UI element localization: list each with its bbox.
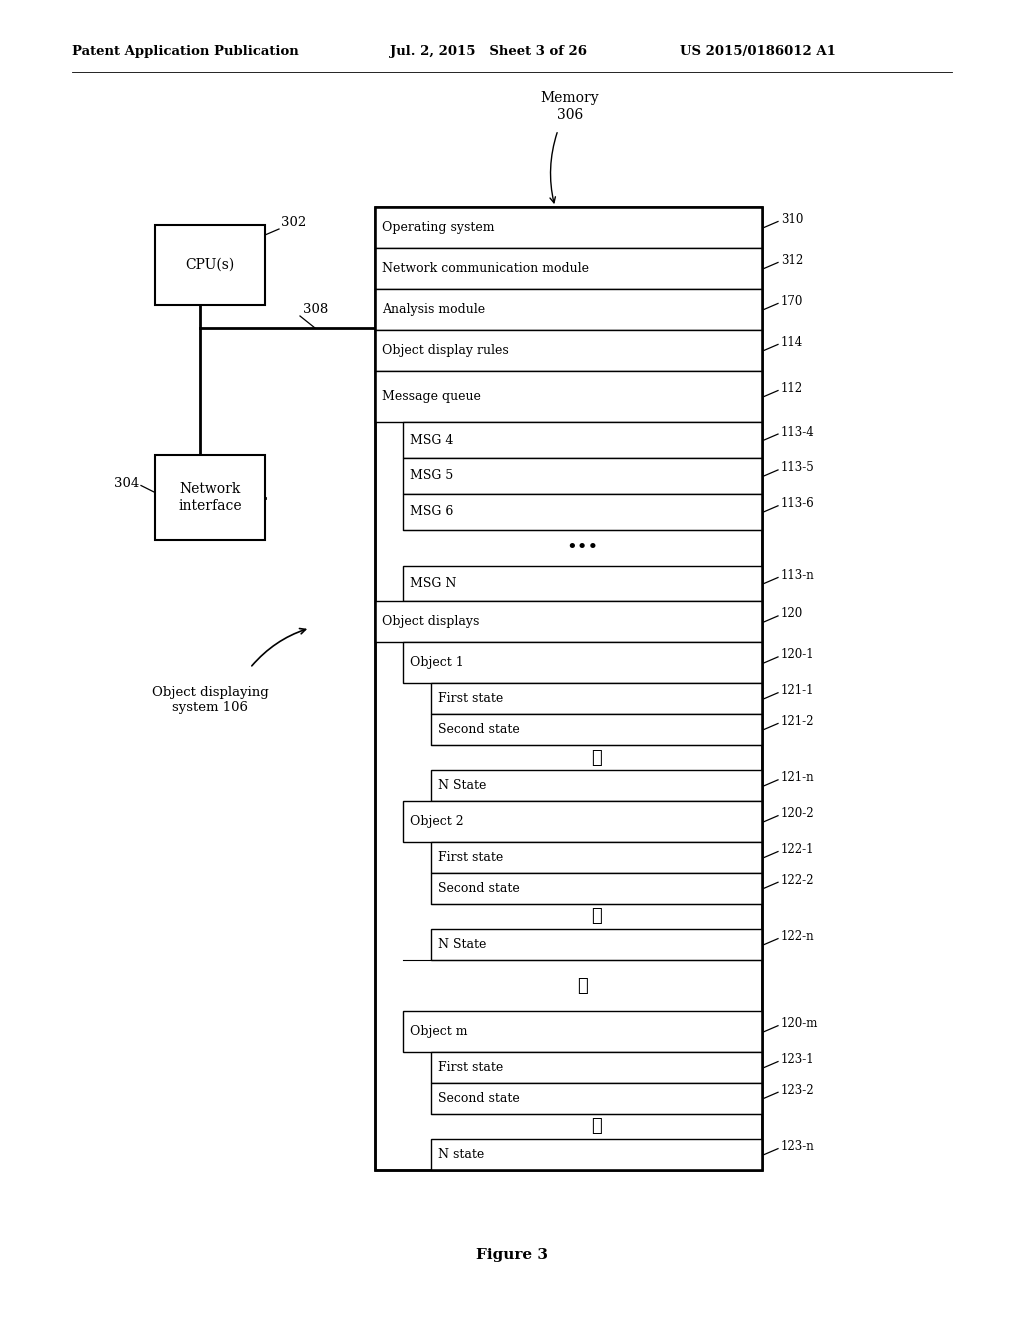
Text: 302: 302 <box>281 216 306 230</box>
Text: 120-m: 120-m <box>781 1018 818 1030</box>
Text: Second state: Second state <box>438 1092 520 1105</box>
Text: Object display rules: Object display rules <box>382 345 509 356</box>
Text: •••: ••• <box>566 539 599 557</box>
Bar <box>375 289 762 330</box>
Text: 308: 308 <box>303 304 329 315</box>
Bar <box>431 684 762 714</box>
Bar <box>375 207 762 1170</box>
Text: 170: 170 <box>781 294 804 308</box>
Text: 121-n: 121-n <box>781 771 815 784</box>
Bar <box>375 207 762 1170</box>
Text: Object m: Object m <box>410 1026 468 1039</box>
Bar <box>403 422 762 458</box>
Text: Object 1: Object 1 <box>410 656 464 669</box>
Text: MSG N: MSG N <box>410 577 457 590</box>
Text: Second state: Second state <box>438 723 520 737</box>
Text: 310: 310 <box>781 213 804 226</box>
Bar <box>431 1139 762 1170</box>
Bar <box>403 565 762 602</box>
Text: Message queue: Message queue <box>382 389 481 403</box>
Bar <box>403 1011 762 1052</box>
Bar <box>155 224 265 305</box>
Text: Network communication module: Network communication module <box>382 261 589 275</box>
Bar <box>431 1052 762 1082</box>
Text: N State: N State <box>438 779 486 792</box>
Text: Memory: Memory <box>541 91 599 106</box>
Bar <box>431 842 762 873</box>
Bar <box>403 458 762 494</box>
Text: N State: N State <box>438 939 486 952</box>
Bar <box>155 455 265 540</box>
Bar <box>375 330 762 371</box>
Text: 312: 312 <box>781 253 803 267</box>
Text: 121-2: 121-2 <box>781 715 814 727</box>
Text: ⋮: ⋮ <box>578 977 588 994</box>
Text: 123-n: 123-n <box>781 1140 815 1154</box>
Text: 113-6: 113-6 <box>781 498 815 511</box>
Bar <box>403 801 762 842</box>
Text: MSG 5: MSG 5 <box>410 470 454 482</box>
Text: 113-5: 113-5 <box>781 462 815 474</box>
Text: Figure 3: Figure 3 <box>476 1247 548 1262</box>
Text: Network
interface: Network interface <box>178 482 242 512</box>
Text: Operating system: Operating system <box>382 220 495 234</box>
Bar <box>403 643 762 684</box>
Text: 120: 120 <box>781 607 803 620</box>
Text: 120-1: 120-1 <box>781 648 815 661</box>
Text: 123-2: 123-2 <box>781 1084 815 1097</box>
Text: 121-1: 121-1 <box>781 684 814 697</box>
Bar <box>375 248 762 289</box>
Text: 306: 306 <box>557 108 583 121</box>
Text: MSG 4: MSG 4 <box>410 433 454 446</box>
Text: ⋮: ⋮ <box>591 907 602 925</box>
Text: Second state: Second state <box>438 882 520 895</box>
Text: 122-1: 122-1 <box>781 843 814 857</box>
Text: 120-2: 120-2 <box>781 808 815 820</box>
Text: 122-2: 122-2 <box>781 874 814 887</box>
Text: N state: N state <box>438 1148 484 1162</box>
Bar <box>375 207 762 248</box>
Bar <box>403 494 762 529</box>
Text: US 2015/0186012 A1: US 2015/0186012 A1 <box>680 45 836 58</box>
Bar <box>431 929 762 960</box>
Text: 304: 304 <box>114 477 139 490</box>
Text: 113-4: 113-4 <box>781 425 815 438</box>
Text: Object displaying
system 106: Object displaying system 106 <box>152 686 268 714</box>
Text: 122-n: 122-n <box>781 931 815 942</box>
Text: CPU(s): CPU(s) <box>185 257 234 272</box>
Text: 113-n: 113-n <box>781 569 815 582</box>
Text: 114: 114 <box>781 335 803 348</box>
Bar <box>431 1082 762 1114</box>
Text: ⋮: ⋮ <box>591 1118 602 1135</box>
Bar <box>375 602 762 643</box>
Text: 112: 112 <box>781 381 803 395</box>
Bar <box>431 771 762 801</box>
Text: Jul. 2, 2015   Sheet 3 of 26: Jul. 2, 2015 Sheet 3 of 26 <box>390 45 587 58</box>
Text: 123-1: 123-1 <box>781 1053 815 1067</box>
Text: First state: First state <box>438 851 503 865</box>
Text: First state: First state <box>438 692 503 705</box>
Text: Analysis module: Analysis module <box>382 304 485 315</box>
Text: ⋮: ⋮ <box>591 748 602 767</box>
Bar <box>431 714 762 744</box>
Text: Object 2: Object 2 <box>410 816 464 828</box>
Text: Object displays: Object displays <box>382 615 479 628</box>
Bar <box>431 873 762 904</box>
Bar <box>375 371 762 422</box>
Text: MSG 6: MSG 6 <box>410 506 454 519</box>
Text: First state: First state <box>438 1061 503 1074</box>
Text: Patent Application Publication: Patent Application Publication <box>72 45 299 58</box>
